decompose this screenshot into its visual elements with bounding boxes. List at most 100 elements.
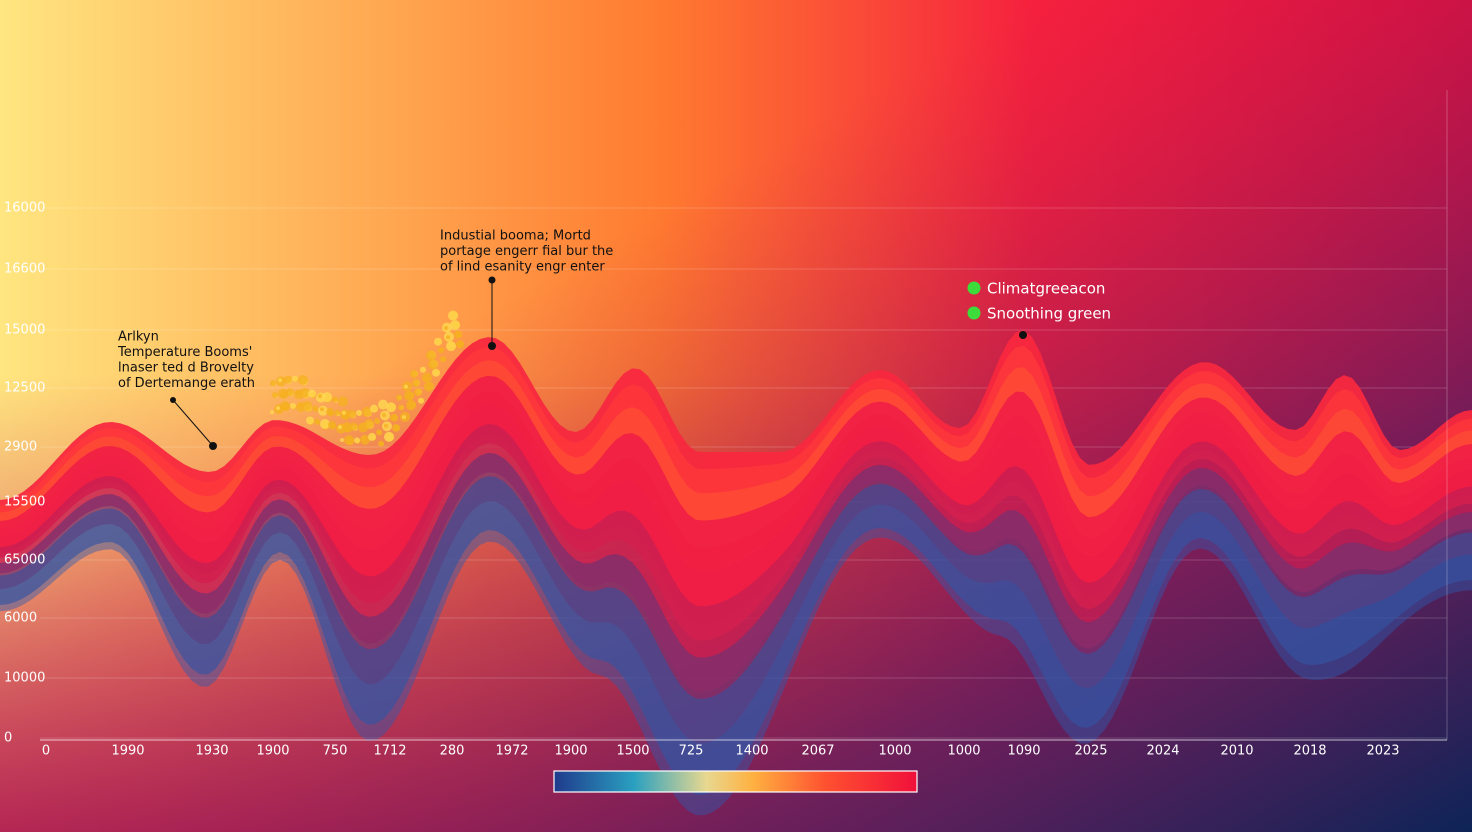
x-tick-label: 1090 (1007, 744, 1040, 759)
texture-dot (312, 405, 318, 412)
texture-dot (320, 418, 330, 429)
stream-band (0, 360, 1472, 548)
x-tick-label: 1712 (373, 744, 406, 759)
y-tick-label: 6000 (4, 611, 37, 626)
texture-dot (448, 310, 458, 321)
texture-dot (428, 359, 438, 370)
texture-dot (456, 340, 464, 349)
texture-dot (318, 394, 322, 399)
texture-dot (284, 375, 292, 384)
x-tick-label: 1990 (111, 744, 144, 759)
texture-dot (432, 368, 440, 377)
texture-dot (314, 418, 320, 425)
y-tick-label: 15000 (4, 323, 45, 338)
y-tick-label: 65000 (4, 553, 45, 568)
texture-dot (356, 409, 362, 416)
texture-dot (434, 337, 442, 346)
texture-dot (302, 400, 312, 411)
stream-band (0, 501, 1472, 816)
annotation-text: Temperature Booms' (117, 345, 252, 360)
texture-dot (300, 387, 310, 398)
texture-dot (270, 410, 274, 415)
texture-dot (404, 384, 408, 389)
texture-dot (298, 403, 302, 408)
x-tick-label: 1900 (256, 744, 289, 759)
x-tick-label: 2024 (1146, 744, 1179, 759)
texture-dot (402, 415, 406, 420)
texture-dot (338, 396, 348, 407)
texture-dot (412, 379, 420, 388)
texture-dot (404, 390, 414, 401)
texture-dot (344, 434, 354, 445)
texture-dot (418, 397, 424, 404)
texture-dot (386, 402, 396, 413)
annotation-dot (488, 342, 496, 350)
texture-dot (364, 418, 374, 429)
annotation-dot (1019, 331, 1027, 339)
x-tick-label: 2067 (801, 744, 834, 759)
texture-dot (276, 406, 280, 411)
y-tick-label: 16600 (4, 262, 45, 277)
x-tick-label: 1000 (878, 744, 911, 759)
annotation-dot (170, 397, 176, 403)
texture-dot (342, 410, 346, 415)
legend-swatch (967, 306, 981, 320)
texture-dot (450, 320, 460, 331)
texture-dot (438, 347, 444, 354)
texture-dot (298, 374, 308, 385)
texture-dot (308, 389, 316, 398)
texture-dot (368, 432, 376, 441)
x-tick-label: 280 (440, 744, 465, 759)
texture-dot (376, 429, 382, 436)
texture-dot (390, 413, 398, 422)
x-tick-label: 2023 (1366, 744, 1399, 759)
y-tick-label: 0 (4, 731, 12, 746)
texture-dot (444, 326, 448, 331)
texture-dot (342, 422, 352, 433)
color-scale (553, 770, 918, 793)
y-tick-label: 16000 (4, 201, 45, 216)
texture-dot (272, 392, 278, 398)
annotation-pointer (172, 399, 214, 447)
legend-swatch (967, 281, 981, 295)
texture-dot (384, 423, 388, 428)
texture-dot (384, 431, 394, 442)
annotation-text: portage engerr fial bur the (440, 244, 613, 259)
texture-dot (382, 413, 386, 418)
x-tick-label: 1900 (554, 744, 587, 759)
texture-dot (362, 436, 366, 441)
texture-dot (378, 440, 384, 447)
texture-dot (354, 437, 360, 444)
annotation-text: of lind esanity engr enter (440, 260, 605, 275)
annotation-text: of Dertemange erath (118, 376, 255, 391)
texture-dot (280, 400, 290, 411)
x-tick-label: 2018 (1293, 744, 1326, 759)
texture-dot (328, 420, 336, 429)
texture-dot (406, 400, 416, 411)
annotation-text: Arlkyn (118, 330, 159, 345)
y-tick-label: 12500 (4, 381, 45, 396)
x-tick-label: 2010 (1220, 744, 1253, 759)
texture-dot (306, 416, 314, 425)
texture-dot (348, 409, 356, 418)
texture-dot (292, 375, 298, 382)
annotation-dot (209, 442, 217, 450)
x-tick-label: 1930 (195, 744, 228, 759)
texture-dot (320, 407, 324, 412)
texture-dot (332, 396, 338, 403)
texture-dot (340, 438, 344, 443)
texture-dot (350, 422, 358, 431)
x-tick-label: 1000 (947, 744, 980, 759)
texture-dot (286, 388, 294, 397)
texture-dot (446, 335, 450, 340)
texture-dot (338, 425, 342, 430)
texture-dot (426, 385, 430, 390)
texture-dot (396, 394, 402, 401)
texture-dot (446, 341, 456, 352)
texture-dot (414, 388, 422, 397)
annotation-text: lnaser ted d Brovelty (118, 361, 254, 376)
texture-dot (424, 376, 428, 381)
texture-dot (290, 403, 296, 410)
x-tick-label: 1972 (495, 744, 528, 759)
